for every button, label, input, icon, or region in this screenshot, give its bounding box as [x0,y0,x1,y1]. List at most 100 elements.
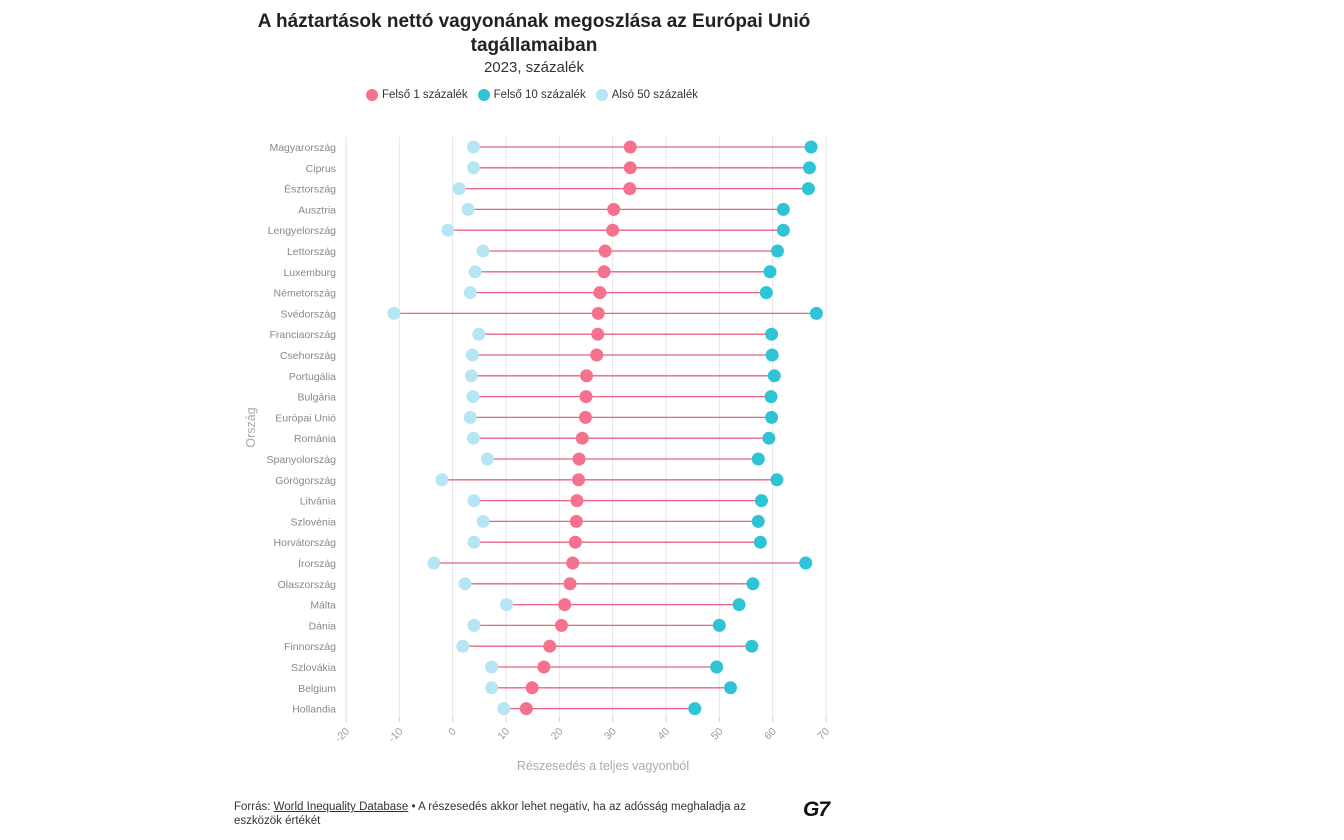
point-top1 [591,306,605,320]
point-top10 [762,431,776,445]
point-top1 [607,202,621,216]
legend-item-bottom50[interactable]: Alsó 50 százalék [595,89,698,101]
y-tick-label: Ciprus [306,163,336,175]
point-bottom50 [466,140,480,154]
y-tick-label: Spanyolország [267,454,337,466]
legend: Felső 1 százalék Felső 10 százalék Alsó … [234,89,834,101]
point-top10 [759,286,773,300]
y-tick-label: Románia [294,433,336,445]
point-top10 [732,598,746,612]
point-top1 [569,514,583,528]
point-top10 [688,702,702,716]
legend-dot-bottom50 [595,89,608,101]
point-bottom50 [458,577,472,591]
point-top10 [765,348,779,362]
point-top10 [776,223,790,237]
point-top10 [765,327,779,341]
source-link[interactable]: World Inequality Database [273,801,409,813]
point-bottom50 [452,182,466,196]
legend-label-bottom50: Alsó 50 százalék [611,89,698,101]
footer: Forrás: World Inequality Database • A ré… [234,800,774,828]
point-top10 [765,410,779,424]
x-tick-label: -20 [333,726,352,745]
g7-logo: G7 [803,798,830,821]
point-top10 [799,556,813,570]
point-top1 [558,598,572,612]
legend-dot-top10 [477,89,490,101]
point-top1 [572,473,586,487]
point-bottom50 [497,702,511,716]
y-tick-label: Belgium [298,683,336,695]
point-top10 [754,494,768,508]
x-axis-title: Részesedés a teljes vagyonból [517,759,689,773]
y-tick-label: Málta [310,600,336,612]
y-tick-label: Horvátország [274,537,337,549]
chart-subtitle: 2023, százalék [483,59,585,76]
y-tick-label: Németország [274,288,337,300]
legend-item-top1[interactable]: Felső 1 százalék [366,89,468,101]
point-top10 [764,390,778,404]
point-top1 [593,286,607,300]
point-bottom50 [465,348,479,362]
x-tick-label: 50 [709,726,726,743]
y-tick-label: Bulgária [297,392,336,404]
y-tick-label: Ausztria [298,204,336,216]
point-bottom50 [476,514,490,528]
x-tick-label: 60 [762,726,779,743]
y-tick-label: Szlovákia [291,662,336,674]
point-top10 [767,369,781,383]
point-bottom50 [485,660,499,674]
point-bottom50 [466,161,480,175]
y-tick-label: Lengyelország [268,225,336,237]
y-tick-label: Hollandia [292,704,336,716]
legend-label-top10: Felső 10 százalék [493,89,586,101]
x-tick-label: 70 [815,726,832,743]
point-top10 [809,306,823,320]
point-top10 [763,265,777,279]
x-tick-label: 10 [495,726,512,743]
y-tick-label: Észtország [284,183,336,196]
point-top10 [710,660,724,674]
point-top1 [554,618,568,632]
point-bottom50 [466,431,480,445]
point-bottom50 [467,494,481,508]
point-top10 [751,452,765,466]
y-tick-label: Lettország [287,246,336,258]
y-tick-label: Magyarország [269,142,336,154]
point-top1 [623,140,637,154]
point-bottom50 [466,390,480,404]
y-tick-label: Olaszország [278,579,337,591]
y-tick-label: Finnország [284,641,336,653]
point-top10 [801,182,815,196]
point-top1 [563,577,577,591]
point-top1 [543,639,557,653]
point-top1 [578,410,592,424]
point-bottom50 [441,223,455,237]
footer-prefix: Forrás: [234,801,274,813]
point-top1 [580,369,594,383]
y-tick-label: Európai Unió [275,412,336,424]
legend-item-top10[interactable]: Felső 10 százalék [477,89,586,101]
point-top1 [568,535,582,549]
point-top1 [591,327,605,341]
footer-note: • A részesedés akkor lehet negatív, ha a… [234,801,746,827]
point-top10 [753,535,767,549]
y-tick-label: Szlovénia [290,516,336,528]
point-bottom50 [476,244,490,258]
point-top10 [770,244,784,258]
legend-dot-top1 [366,89,378,101]
point-top1 [590,348,604,362]
point-top1 [570,494,584,508]
point-bottom50 [480,452,494,466]
point-top1 [597,265,611,279]
y-tick-label: Portugália [289,371,336,383]
point-bottom50 [467,535,481,549]
point-bottom50 [500,598,514,612]
point-top10 [776,202,790,216]
x-tick-label: 30 [602,726,619,743]
point-top10 [804,140,818,154]
point-top1 [525,681,539,695]
y-tick-label: Dánia [309,620,337,632]
point-bottom50 [387,306,401,320]
